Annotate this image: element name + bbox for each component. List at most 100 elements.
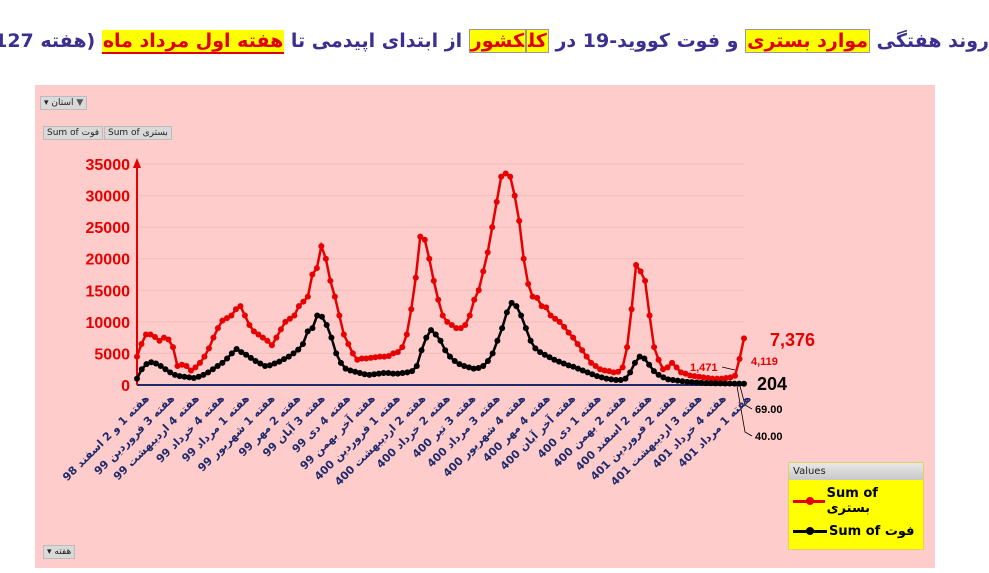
data-point <box>684 378 691 385</box>
data-point <box>453 325 460 332</box>
data-point <box>376 353 383 360</box>
data-point <box>277 326 284 333</box>
title-part: روند هفتگی <box>870 30 989 52</box>
y-tick-label: 25000 <box>86 220 131 237</box>
data-point <box>282 318 289 325</box>
data-point <box>290 350 297 357</box>
data-point <box>219 359 226 366</box>
data-point <box>560 360 567 367</box>
data-point <box>435 296 442 303</box>
data-point <box>439 312 446 319</box>
data-point <box>430 277 437 284</box>
data-point <box>565 329 572 336</box>
data-point <box>340 331 347 338</box>
province-filter-button[interactable]: ▼ استان ▾ <box>40 96 88 110</box>
data-point <box>597 366 604 373</box>
data-point <box>673 364 680 371</box>
title-highlight: کشور <box>468 29 527 53</box>
data-point <box>426 255 433 262</box>
data-point <box>273 334 280 341</box>
data-point <box>152 360 159 367</box>
data-point <box>423 334 430 341</box>
data-point <box>257 360 264 367</box>
data-point <box>186 374 193 381</box>
data-point <box>503 309 510 316</box>
data-point <box>669 376 676 383</box>
data-point <box>328 334 335 341</box>
legend-item-hospitalized[interactable]: Sum of بستری <box>789 480 923 518</box>
data-point <box>142 331 149 338</box>
data-point <box>243 351 250 358</box>
data-point <box>493 198 500 205</box>
data-point <box>138 366 145 373</box>
data-point <box>262 363 269 370</box>
data-point <box>470 365 477 372</box>
data-point <box>259 334 266 341</box>
data-point <box>570 334 577 341</box>
data-point <box>462 322 469 329</box>
title-highlight: موارد بستری <box>745 29 871 53</box>
data-point <box>641 355 648 362</box>
data-point <box>551 356 558 363</box>
data-point <box>732 372 739 379</box>
field-label: Sum of فوت <box>47 128 100 138</box>
data-point <box>522 325 529 332</box>
data-point <box>165 336 172 343</box>
legend-label: Sum of بستری <box>826 486 878 516</box>
data-point <box>323 322 330 329</box>
data-point <box>314 312 321 319</box>
data-point <box>233 346 240 353</box>
data-point <box>592 363 599 370</box>
data-point <box>678 369 685 376</box>
data-point <box>219 317 226 324</box>
week-axis-field-button[interactable]: ▾ هفته <box>43 545 76 559</box>
data-point <box>624 344 631 351</box>
data-point <box>606 368 613 375</box>
data-point <box>601 367 608 374</box>
data-point <box>707 380 714 387</box>
data-point <box>703 380 710 387</box>
data-point <box>593 373 600 380</box>
data-point <box>178 361 185 368</box>
red-line-marker-icon <box>793 496 825 505</box>
data-point <box>584 369 591 376</box>
data-point <box>285 353 292 360</box>
chart-title: روند هفتگی موارد بستری و فوت کووید-19 در… <box>0 29 989 54</box>
data-point <box>354 356 361 363</box>
data-point <box>709 375 716 382</box>
data-point <box>726 380 733 387</box>
data-point <box>291 312 298 319</box>
data-point <box>565 362 572 369</box>
data-point <box>574 340 581 347</box>
data-point <box>358 355 365 362</box>
data-point <box>722 380 729 387</box>
data-point <box>156 337 163 344</box>
data-point <box>741 380 747 387</box>
legend-item-deaths[interactable]: Sum of فوت <box>789 518 923 541</box>
data-point <box>205 369 212 376</box>
data-point <box>264 337 271 344</box>
data-point <box>309 271 316 278</box>
data-point <box>337 359 344 366</box>
series-deaths <box>134 299 747 387</box>
data-point <box>381 353 388 360</box>
black-line-marker-icon <box>793 527 827 535</box>
data-point <box>461 363 468 370</box>
data-point <box>688 379 695 386</box>
field-button-hospitalized[interactable]: Sum of بستری <box>104 126 172 140</box>
y-tick-label: 10000 <box>86 315 131 332</box>
data-point <box>646 361 653 368</box>
field-button-deaths[interactable]: Sum of فوت <box>43 126 104 140</box>
data-point <box>295 303 302 310</box>
data-point <box>151 334 158 341</box>
data-point <box>627 369 634 376</box>
data-point <box>518 312 525 319</box>
data-point <box>214 325 221 332</box>
data-point <box>327 277 334 284</box>
data-point <box>286 315 293 322</box>
data-point <box>631 359 638 366</box>
data-point <box>200 371 207 378</box>
data-point <box>250 328 257 335</box>
data-point <box>299 340 306 347</box>
data-point <box>547 312 554 319</box>
